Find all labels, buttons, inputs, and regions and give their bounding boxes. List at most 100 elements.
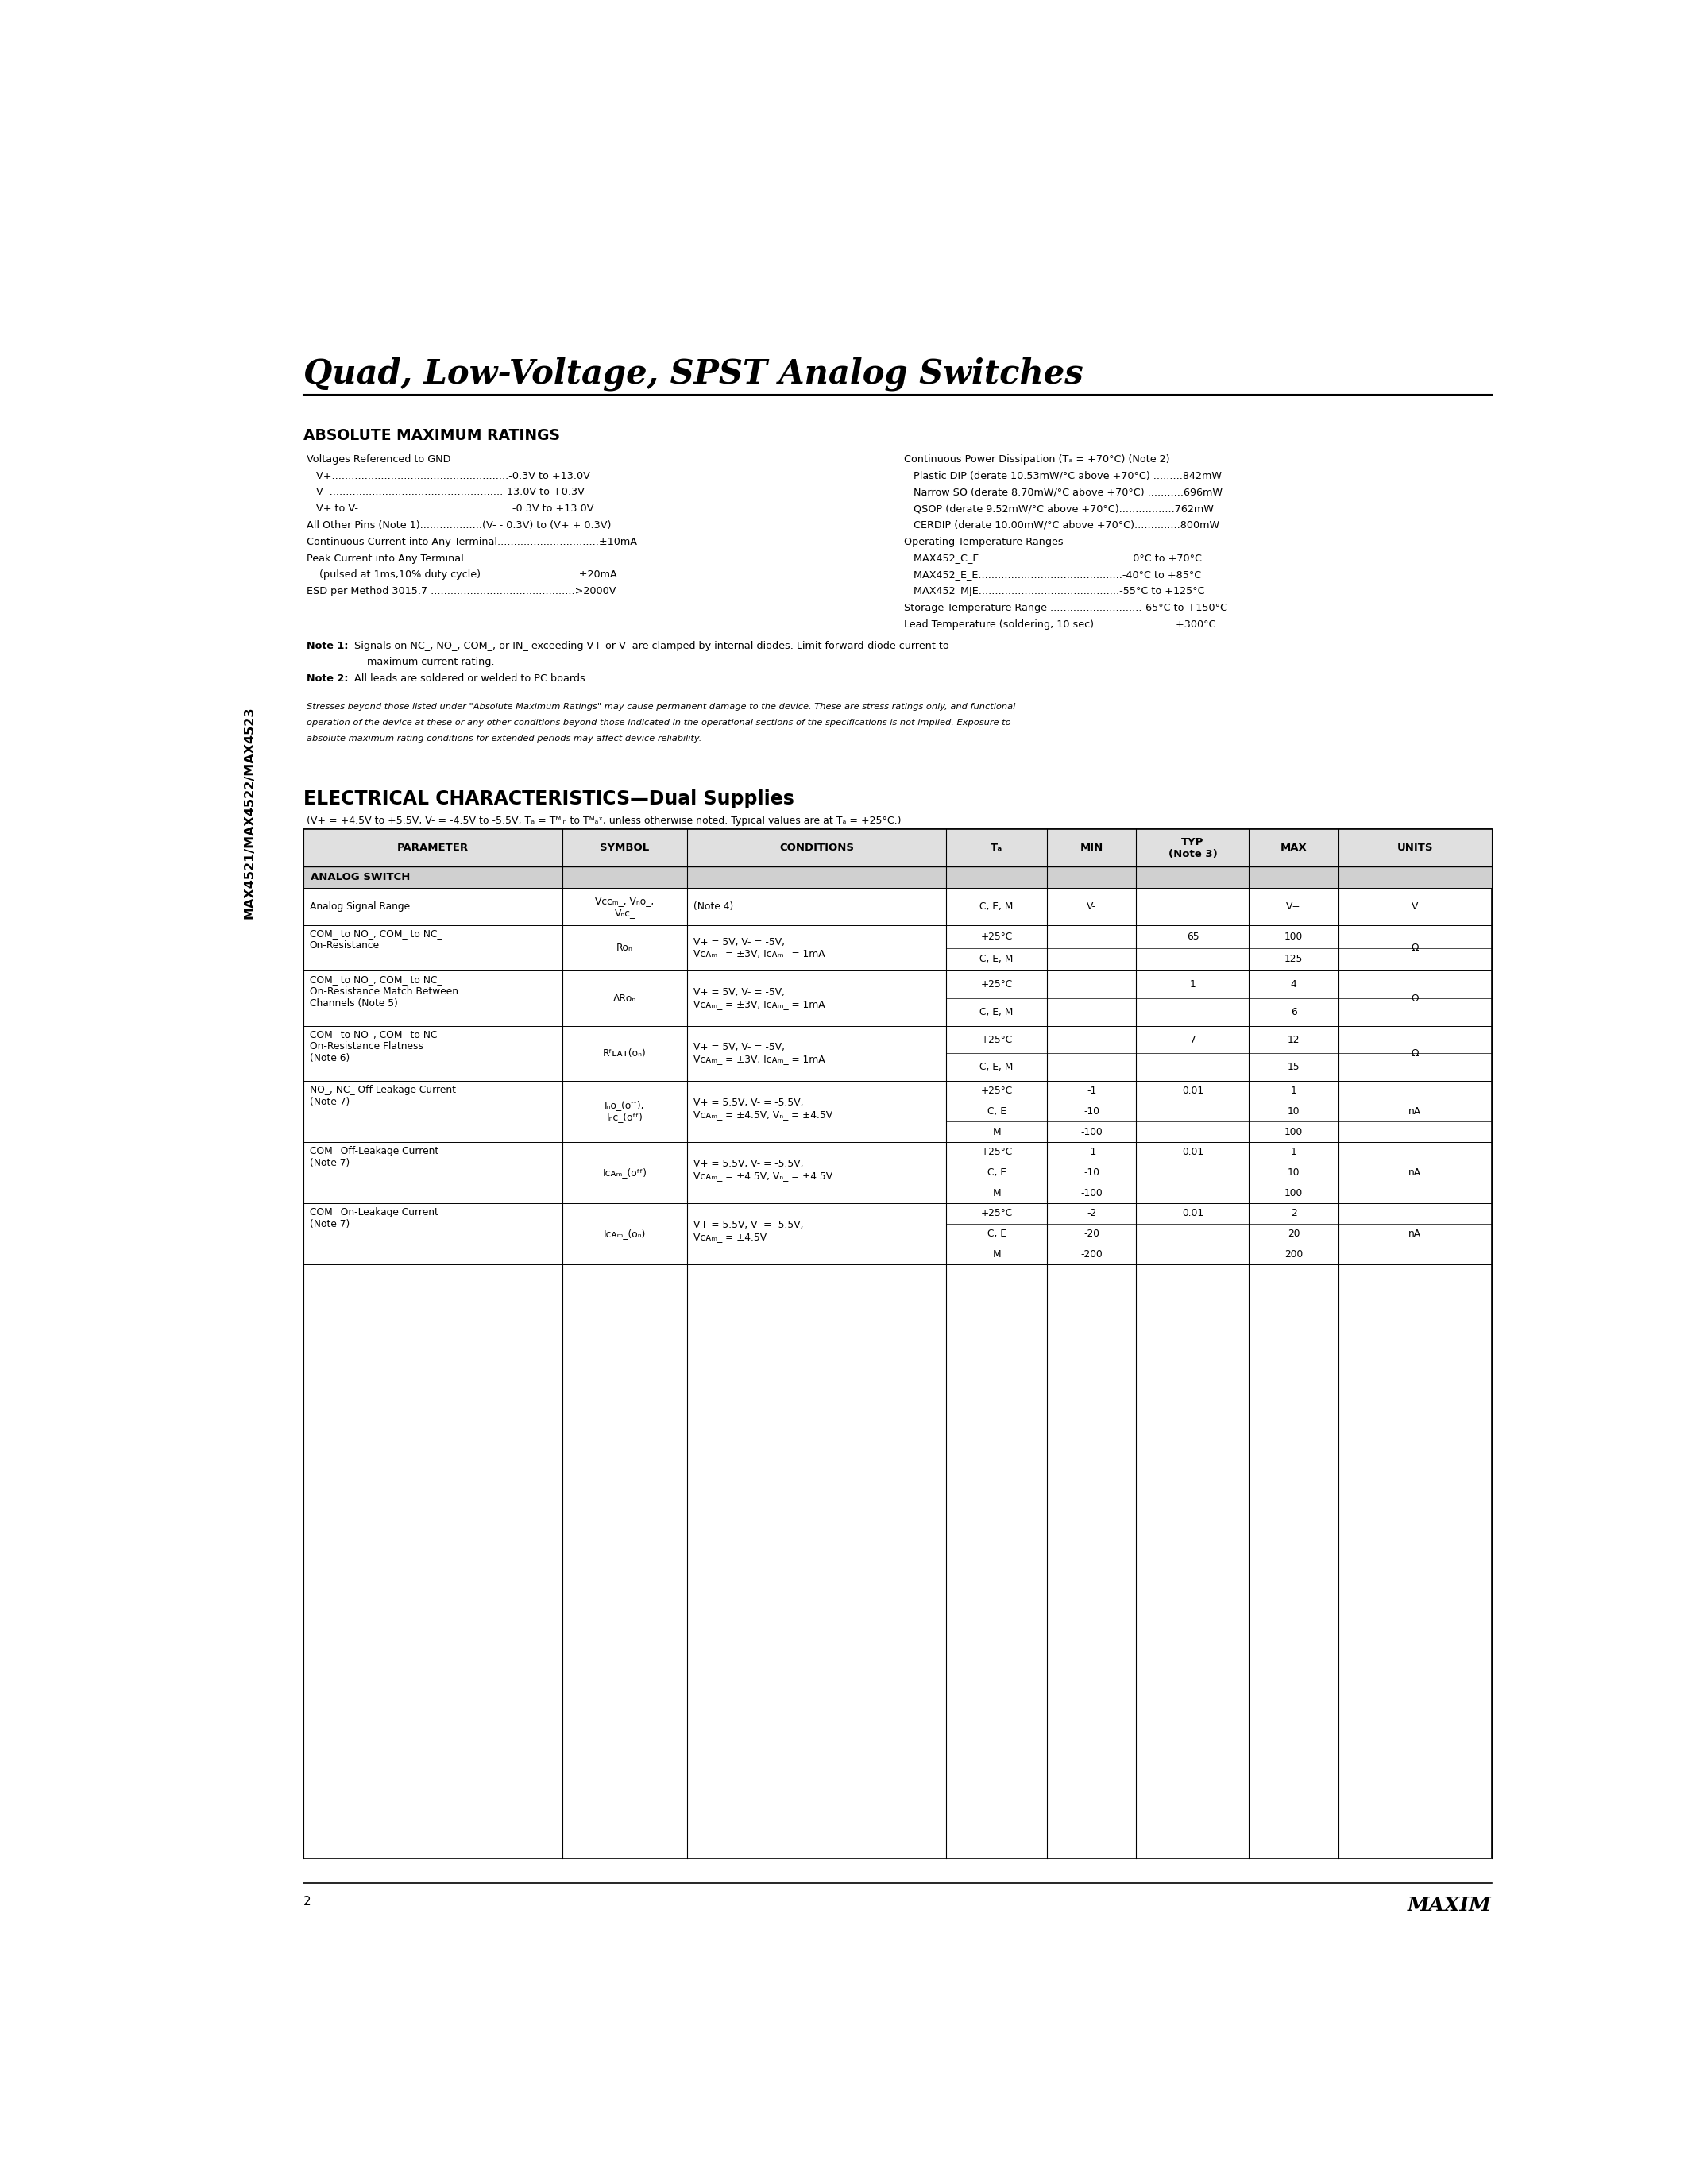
Text: COM_ to NO_, COM_ to NC_
On-Resistance Flatness
(Note 6): COM_ to NO_, COM_ to NC_ On-Resistance F… [309,1029,442,1064]
Text: ESD per Method 3015.7 ............................................>2000V: ESD per Method 3015.7 ..................… [307,585,616,596]
Bar [304,830,1492,867]
Text: C, E: C, E [987,1107,1006,1116]
Text: 6: 6 [1291,1007,1296,1018]
Text: maximum current rating.: maximum current rating. [348,657,495,668]
Text: M: M [993,1188,1001,1199]
Text: COM_ to NO_, COM_ to NC_
On-Resistance: COM_ to NO_, COM_ to NC_ On-Resistance [309,928,442,950]
Text: 4: 4 [1291,978,1296,989]
Text: 200: 200 [1285,1249,1303,1260]
Text: All Other Pins (Note 1)...................(V- - 0.3V) to (V+ + 0.3V): All Other Pins (Note 1).................… [307,520,611,531]
Text: Stresses beyond those listed under "Absolute Maximum Ratings" may cause permanen: Stresses beyond those listed under "Abso… [307,703,1014,712]
Text: V- .....................................................-13.0V to +0.3V: V- .....................................… [307,487,584,498]
Text: +25°C: +25°C [981,978,1013,989]
Text: Lead Temperature (soldering, 10 sec) ........................+300°C: Lead Temperature (soldering, 10 sec) ...… [903,620,1215,629]
Text: 100: 100 [1285,930,1303,941]
Text: Vᴄᴄₘ_, Vₙᴏ_,
Vₙᴄ_: Vᴄᴄₘ_, Vₙᴏ_, Vₙᴄ_ [596,895,655,917]
Text: Storage Temperature Range ............................-65°C to +150°C: Storage Temperature Range ..............… [903,603,1227,614]
Text: Note 1:: Note 1: [307,640,348,651]
Text: NO_, NC_ Off-Leakage Current
(Note 7): NO_, NC_ Off-Leakage Current (Note 7) [309,1085,456,1107]
Text: Ω: Ω [1411,943,1418,952]
Text: 1: 1 [1291,1085,1296,1096]
Text: Iᴄᴀₘ_(ᴏᶠᶠ): Iᴄᴀₘ_(ᴏᶠᶠ) [603,1168,647,1177]
Text: +25°C: +25°C [981,1085,1013,1096]
Text: 10: 10 [1288,1107,1300,1116]
Text: C, E, M: C, E, M [979,902,1013,911]
Text: absolute maximum rating conditions for extended periods may affect device reliab: absolute maximum rating conditions for e… [307,734,702,743]
Text: Analog Signal Range: Analog Signal Range [309,902,410,911]
Text: 1: 1 [1190,978,1195,989]
Text: MIN: MIN [1080,843,1104,854]
Text: ANALOG SWITCH: ANALOG SWITCH [311,871,410,882]
Text: V+ = 5V, V- = -5V,
Vᴄᴀₘ_ = ±3V, Iᴄᴀₘ_ = 1mA: V+ = 5V, V- = -5V, Vᴄᴀₘ_ = ±3V, Iᴄᴀₘ_ = … [694,987,825,1009]
Text: Iᴄᴀₘ_(ᴏₙ): Iᴄᴀₘ_(ᴏₙ) [604,1230,647,1238]
Text: 7: 7 [1190,1035,1195,1044]
Text: QSOP (derate 9.52mW/°C above +70°C).................762mW: QSOP (derate 9.52mW/°C above +70°C).....… [903,505,1214,513]
Text: V-: V- [1087,902,1097,911]
Text: ABSOLUTE MAXIMUM RATINGS: ABSOLUTE MAXIMUM RATINGS [304,428,560,443]
Text: PARAMETER: PARAMETER [397,843,469,854]
Text: 100: 100 [1285,1127,1303,1138]
Text: -100: -100 [1080,1188,1102,1199]
Text: SYMBOL: SYMBOL [599,843,650,854]
Text: MAX4521/MAX4522/MAX4523: MAX4521/MAX4522/MAX4523 [243,705,255,919]
Text: nA: nA [1408,1107,1421,1116]
Text: 0.01: 0.01 [1182,1147,1204,1158]
Text: Iₙᴏ_(ᴏᶠᶠ),
Iₙᴄ_(ᴏᶠᶠ): Iₙᴏ_(ᴏᶠᶠ), Iₙᴄ_(ᴏᶠᶠ) [604,1101,645,1123]
Text: Continuous Current into Any Terminal...............................±10mA: Continuous Current into Any Terminal....… [307,537,636,546]
Text: All leads are soldered or welded to PC boards.: All leads are soldered or welded to PC b… [348,673,589,684]
Text: Ω: Ω [1411,994,1418,1002]
Text: Note 2:: Note 2: [307,673,348,684]
Text: 0.01: 0.01 [1182,1085,1204,1096]
Text: C, E: C, E [987,1168,1006,1177]
Text: V+......................................................-0.3V to +13.0V: V+......................................… [307,470,589,480]
Text: Peak Current into Any Terminal: Peak Current into Any Terminal [307,553,464,563]
Text: (V+ = +4.5V to +5.5V, V- = -4.5V to -5.5V, Tₐ = Tᴹᴵₙ to Tᴹₐˣ, unless otherwise n: (V+ = +4.5V to +5.5V, V- = -4.5V to -5.5… [307,815,901,826]
Text: -1: -1 [1087,1147,1097,1158]
Text: ΔRᴏₙ: ΔRᴏₙ [613,994,636,1002]
Text: TYP
(Note 3): TYP (Note 3) [1168,836,1217,858]
Text: V+ = 5.5V, V- = -5.5V,
Vᴄᴀₘ_ = ±4.5V, Vₙ_ = ±4.5V: V+ = 5.5V, V- = -5.5V, Vᴄᴀₘ_ = ±4.5V, Vₙ… [694,1158,832,1182]
Text: Operating Temperature Ranges: Operating Temperature Ranges [903,537,1063,546]
Text: C, E: C, E [987,1230,1006,1238]
Text: V+ = 5V, V- = -5V,
Vᴄᴀₘ_ = ±3V, Iᴄᴀₘ_ = 1mA: V+ = 5V, V- = -5V, Vᴄᴀₘ_ = ±3V, Iᴄᴀₘ_ = … [694,937,825,959]
Text: V+ = 5V, V- = -5V,
Vᴄᴀₘ_ = ±3V, Iᴄᴀₘ_ = 1mA: V+ = 5V, V- = -5V, Vᴄᴀₘ_ = ±3V, Iᴄᴀₘ_ = … [694,1042,825,1064]
Text: 0.01: 0.01 [1182,1208,1204,1219]
Text: operation of the device at these or any other conditions beyond those indicated : operation of the device at these or any … [307,719,1011,727]
Text: Rᶠʟᴀᴛ(ᴏₙ): Rᶠʟᴀᴛ(ᴏₙ) [603,1048,647,1059]
Text: V+ = 5.5V, V- = -5.5V,
Vᴄᴀₘ_ = ±4.5V: V+ = 5.5V, V- = -5.5V, Vᴄᴀₘ_ = ±4.5V [694,1219,803,1243]
Text: MAX: MAX [1280,843,1307,854]
Text: V+: V+ [1286,902,1301,911]
Text: C, E, M: C, E, M [979,1007,1013,1018]
Text: C, E, M: C, E, M [979,1061,1013,1072]
Text: -10: -10 [1084,1107,1099,1116]
Text: +25°C: +25°C [981,930,1013,941]
Text: (Note 4): (Note 4) [694,902,733,911]
Text: +25°C: +25°C [981,1208,1013,1219]
Text: Quad, Low-Voltage, SPST Analog Switches: Quad, Low-Voltage, SPST Analog Switches [304,356,1084,391]
Text: Voltages Referenced to GND: Voltages Referenced to GND [307,454,451,465]
Text: Continuous Power Dissipation (Tₐ = +70°C) (Note 2): Continuous Power Dissipation (Tₐ = +70°C… [903,454,1170,465]
Text: -200: -200 [1080,1249,1102,1260]
Text: Rᴏₙ: Rᴏₙ [616,943,633,952]
Text: nA: nA [1408,1168,1421,1177]
Text: CONDITIONS: CONDITIONS [780,843,854,854]
Text: M: M [993,1249,1001,1260]
Text: Tₐ: Tₐ [991,843,1003,854]
Text: 2: 2 [304,1896,311,1909]
Text: 12: 12 [1288,1035,1300,1044]
Text: 2: 2 [1291,1208,1296,1219]
Text: -2: -2 [1087,1208,1097,1219]
Text: -20: -20 [1084,1230,1099,1238]
Text: C, E, M: C, E, M [979,954,1013,965]
Text: MAX452_C_E...............................................0°C to +70°C: MAX452_C_E..............................… [903,553,1202,563]
Text: Narrow SO (derate 8.70mW/°C above +70°C) ...........696mW: Narrow SO (derate 8.70mW/°C above +70°C)… [903,487,1222,498]
Text: 10: 10 [1288,1168,1300,1177]
Text: (pulsed at 1ms,10% duty cycle)..............................±20mA: (pulsed at 1ms,10% duty cycle)..........… [307,570,616,581]
Text: 100: 100 [1285,1188,1303,1199]
Text: nA: nA [1408,1230,1421,1238]
Text: Ω: Ω [1411,1048,1418,1059]
Text: +25°C: +25°C [981,1035,1013,1044]
Text: V+ to V-...............................................-0.3V to +13.0V: V+ to V-................................… [307,505,594,513]
Text: M: M [993,1127,1001,1138]
Text: MAX452_E_E............................................-40°C to +85°C: MAX452_E_E..............................… [903,570,1200,581]
